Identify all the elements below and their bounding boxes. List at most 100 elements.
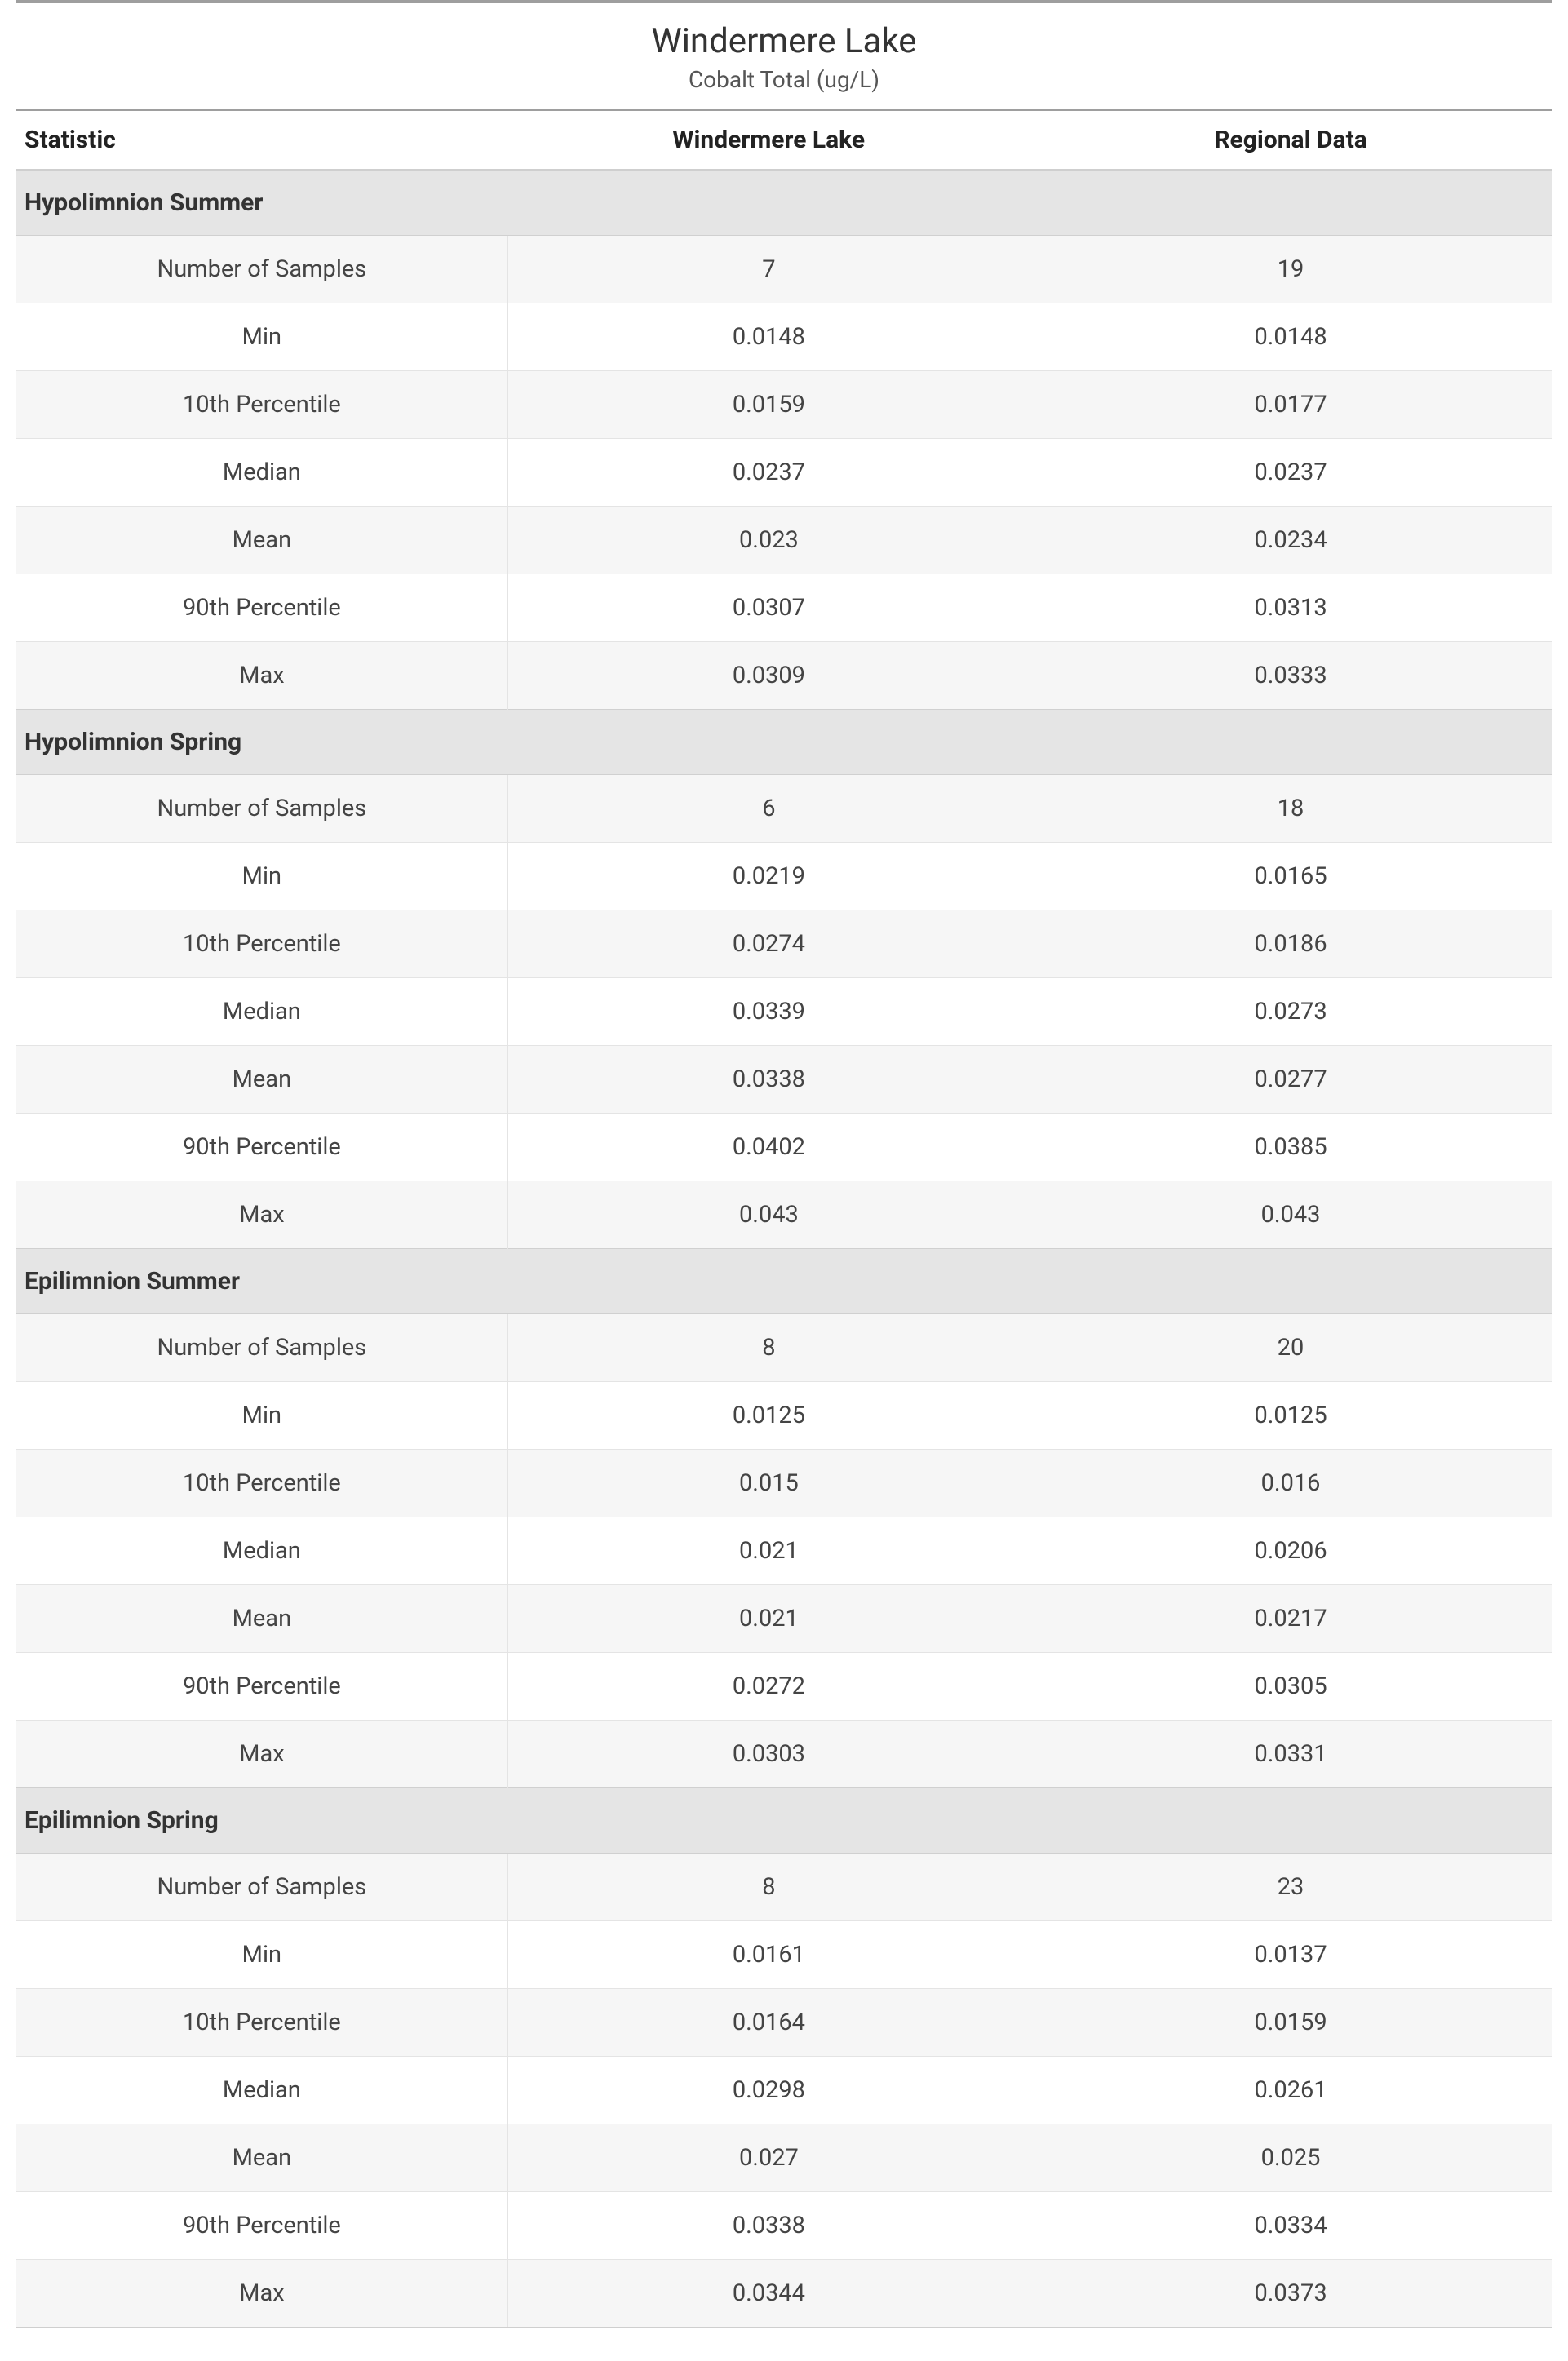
report-subtitle: Cobalt Total (ug/L) [16, 66, 1552, 93]
lake-value: 6 [507, 775, 1030, 843]
table-row: Number of Samples618 [16, 775, 1552, 843]
lake-value: 0.0298 [507, 2057, 1030, 2124]
lake-value: 0.0344 [507, 2260, 1030, 2328]
table-row: Max0.03440.0373 [16, 2260, 1552, 2328]
lake-value: 0.043 [507, 1181, 1030, 1249]
region-value: 0.0217 [1030, 1585, 1552, 1653]
region-value: 0.043 [1030, 1181, 1552, 1249]
section-header-row: Hypolimnion Summer [16, 170, 1552, 236]
table-row: Mean0.0230.0234 [16, 507, 1552, 574]
lake-value: 0.0338 [507, 1046, 1030, 1114]
lake-value: 0.0274 [507, 910, 1030, 978]
table-row: Median0.02980.0261 [16, 2057, 1552, 2124]
section-header-row: Epilimnion Spring [16, 1788, 1552, 1854]
table-row: Median0.03390.0273 [16, 978, 1552, 1046]
stat-label: Median [16, 439, 507, 507]
table-row: 10th Percentile0.01640.0159 [16, 1989, 1552, 2057]
lake-value: 0.0161 [507, 1921, 1030, 1989]
lake-value: 0.0309 [507, 642, 1030, 710]
stat-label: Max [16, 642, 507, 710]
table-section: Epilimnion SpringNumber of Samples823Min… [16, 1788, 1552, 2328]
stat-label: Max [16, 2260, 507, 2328]
section-header-row: Hypolimnion Spring [16, 710, 1552, 775]
region-value: 0.0137 [1030, 1921, 1552, 1989]
lake-value: 0.0272 [507, 1653, 1030, 1721]
table-row: Mean0.0270.025 [16, 2124, 1552, 2192]
region-value: 0.0165 [1030, 843, 1552, 910]
lake-value: 0.0339 [507, 978, 1030, 1046]
table-row: Min0.01480.0148 [16, 303, 1552, 371]
region-value: 0.0334 [1030, 2192, 1552, 2260]
region-value: 0.0159 [1030, 1989, 1552, 2057]
table-row: Max0.03030.0331 [16, 1721, 1552, 1788]
table-row: 10th Percentile0.0150.016 [16, 1450, 1552, 1517]
col-header-statistic: Statistic [16, 110, 507, 170]
section-title: Epilimnion Spring [16, 1788, 1552, 1854]
report-title: Windermere Lake [16, 21, 1552, 61]
stat-label: Min [16, 1921, 507, 1989]
stat-label: Max [16, 1181, 507, 1249]
table-row: Max0.0430.043 [16, 1181, 1552, 1249]
title-block: Windermere Lake Cobalt Total (ug/L) [16, 5, 1552, 109]
stat-label: Number of Samples [16, 775, 507, 843]
region-value: 0.0385 [1030, 1114, 1552, 1181]
table-row: Min0.01610.0137 [16, 1921, 1552, 1989]
region-value: 0.0206 [1030, 1517, 1552, 1585]
lake-value: 0.0164 [507, 1989, 1030, 2057]
stat-label: Mean [16, 1046, 507, 1114]
lake-value: 0.0303 [507, 1721, 1030, 1788]
stat-label: 10th Percentile [16, 371, 507, 439]
region-value: 0.0373 [1030, 2260, 1552, 2328]
table-section: Hypolimnion SummerNumber of Samples719Mi… [16, 170, 1552, 710]
table-header-row: Statistic Windermere Lake Regional Data [16, 110, 1552, 170]
stat-label: Median [16, 2057, 507, 2124]
lake-value: 0.0125 [507, 1382, 1030, 1450]
table-row: Number of Samples719 [16, 236, 1552, 303]
table-row: Max0.03090.0333 [16, 642, 1552, 710]
stat-label: Mean [16, 1585, 507, 1653]
lake-value: 0.0159 [507, 371, 1030, 439]
region-value: 0.025 [1030, 2124, 1552, 2192]
table-row: Median0.0210.0206 [16, 1517, 1552, 1585]
region-value: 0.0331 [1030, 1721, 1552, 1788]
table-row: 90th Percentile0.02720.0305 [16, 1653, 1552, 1721]
region-value: 0.0277 [1030, 1046, 1552, 1114]
lake-value: 0.021 [507, 1585, 1030, 1653]
lake-value: 0.0219 [507, 843, 1030, 910]
table-row: Number of Samples820 [16, 1314, 1552, 1382]
stat-label: 90th Percentile [16, 1114, 507, 1181]
lake-value: 8 [507, 1854, 1030, 1921]
region-value: 0.0313 [1030, 574, 1552, 642]
region-value: 0.0237 [1030, 439, 1552, 507]
lake-value: 8 [507, 1314, 1030, 1382]
table-section: Hypolimnion SpringNumber of Samples618Mi… [16, 710, 1552, 1249]
stat-label: Median [16, 978, 507, 1046]
table-row: Mean0.0210.0217 [16, 1585, 1552, 1653]
table-row: 90th Percentile0.03380.0334 [16, 2192, 1552, 2260]
region-value: 0.0333 [1030, 642, 1552, 710]
lake-value: 0.023 [507, 507, 1030, 574]
stat-label: Min [16, 843, 507, 910]
region-value: 0.0305 [1030, 1653, 1552, 1721]
region-value: 20 [1030, 1314, 1552, 1382]
lake-value: 0.021 [507, 1517, 1030, 1585]
table-row: 90th Percentile0.04020.0385 [16, 1114, 1552, 1181]
region-value: 0.016 [1030, 1450, 1552, 1517]
region-value: 0.0234 [1030, 507, 1552, 574]
lake-value: 0.0148 [507, 303, 1030, 371]
table-row: 10th Percentile0.02740.0186 [16, 910, 1552, 978]
region-value: 18 [1030, 775, 1552, 843]
table-row: 90th Percentile0.03070.0313 [16, 574, 1552, 642]
stat-label: 90th Percentile [16, 1653, 507, 1721]
table-row: Median0.02370.0237 [16, 439, 1552, 507]
section-title: Epilimnion Summer [16, 1249, 1552, 1314]
lake-value: 7 [507, 236, 1030, 303]
section-header-row: Epilimnion Summer [16, 1249, 1552, 1314]
region-value: 0.0186 [1030, 910, 1552, 978]
stat-label: Number of Samples [16, 236, 507, 303]
table-section: Epilimnion SummerNumber of Samples820Min… [16, 1249, 1552, 1788]
section-title: Hypolimnion Spring [16, 710, 1552, 775]
table-row: Min0.01250.0125 [16, 1382, 1552, 1450]
stat-label: 10th Percentile [16, 1989, 507, 2057]
col-header-region: Regional Data [1030, 110, 1552, 170]
